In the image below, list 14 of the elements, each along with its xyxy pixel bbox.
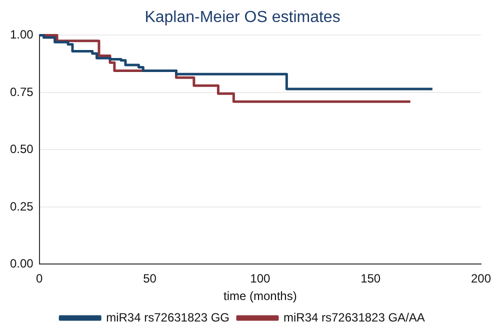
y-tick-label: 0.00 (10, 256, 34, 271)
x-tick-label: 100 (250, 272, 271, 286)
y-tick-label: 0.50 (10, 142, 34, 156)
y-tick-label: 1.00 (10, 28, 34, 42)
x-tick-label: 50 (143, 272, 157, 286)
x-tick-label: 150 (360, 272, 381, 286)
y-tick-label: 0.25 (10, 199, 34, 214)
legend-label: miR34 rs72631823 GG (106, 310, 230, 324)
x-tick-label: 0 (36, 272, 44, 286)
chart-title: Kaplan-Meier OS estimates (144, 9, 340, 26)
x-axis-title: time (months) (224, 289, 297, 304)
x-tick-label: 200 (470, 272, 492, 286)
y-tick-label: 0.75 (10, 84, 34, 99)
legend-label: miR34 rs72631823 GA/AA (283, 310, 425, 324)
